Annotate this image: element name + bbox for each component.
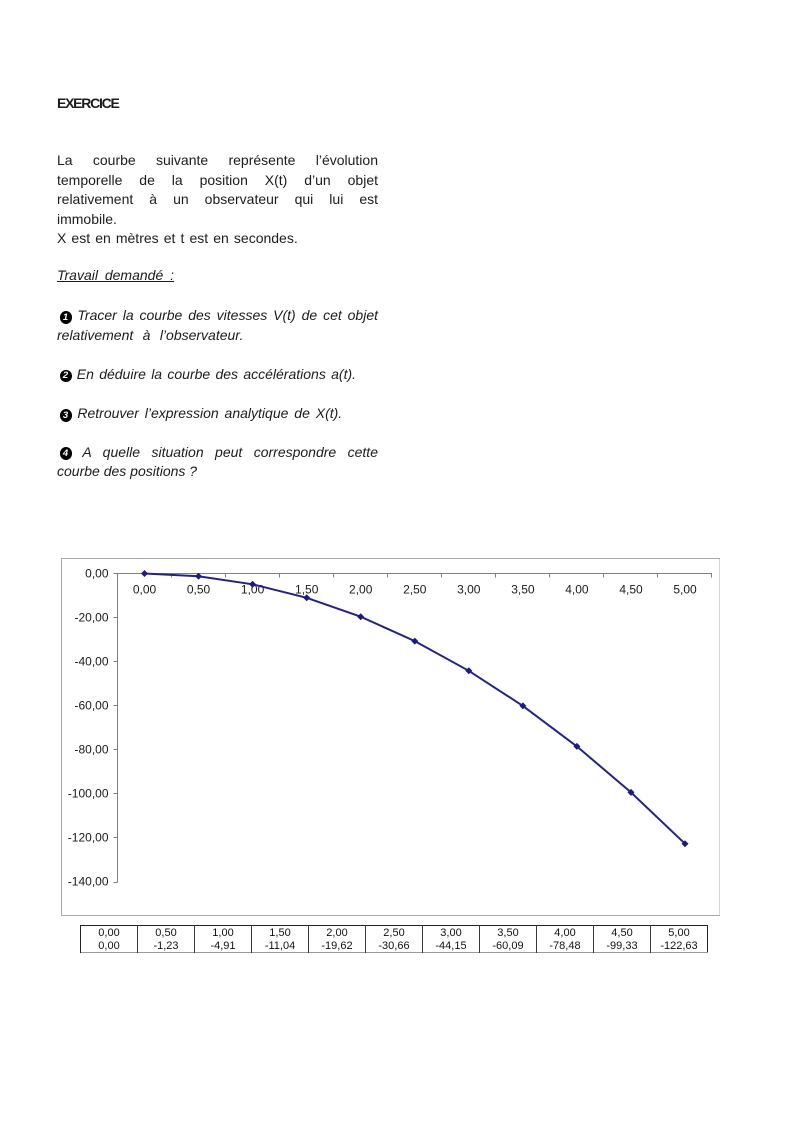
svg-text:5,00: 5,00 [673,582,697,596]
svg-text:2,50: 2,50 [403,582,427,596]
svg-text:-20,00: -20,00 [74,611,108,625]
svg-text:-40,00: -40,00 [74,655,108,669]
svg-text:2,00: 2,00 [349,582,373,596]
svg-text:0,50: 0,50 [187,582,211,596]
svg-text:-120,00: -120,00 [68,831,109,845]
svg-text:-140,00: -140,00 [68,875,109,889]
svg-text:1,50: 1,50 [295,582,319,596]
svg-text:3,50: 3,50 [511,582,535,596]
svg-text:0,00: 0,00 [85,567,109,581]
svg-text:4,50: 4,50 [619,582,643,596]
svg-text:3,00: 3,00 [457,582,481,596]
svg-text:-80,00: -80,00 [74,743,108,757]
svg-text:0,00: 0,00 [133,582,157,596]
svg-text:-100,00: -100,00 [68,787,109,801]
svg-text:4,00: 4,00 [565,582,589,596]
svg-text:-60,00: -60,00 [74,699,108,713]
